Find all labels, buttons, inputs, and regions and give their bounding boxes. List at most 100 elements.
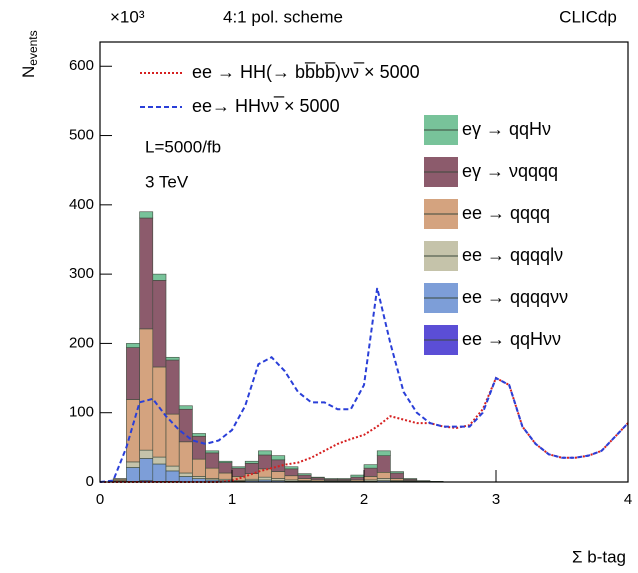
legend-label: eγ → νqqqq (462, 161, 558, 181)
bar (231, 466, 246, 469)
bar (192, 458, 206, 477)
annotation: L=5000/fb (145, 137, 221, 156)
bar (192, 435, 206, 460)
legend-label: ee → qqHνν (462, 329, 561, 349)
bar (376, 471, 391, 479)
bar (390, 478, 404, 481)
bar (258, 468, 272, 478)
bar (297, 474, 312, 479)
bar (205, 450, 220, 454)
x-tick-label: 4 (624, 491, 632, 508)
y-multiplier: ×10³ (110, 7, 145, 26)
bar (376, 455, 391, 473)
annotation: 3 TeV (145, 172, 189, 191)
bar (112, 478, 127, 480)
legend-label: ee → qqqqlν (462, 245, 563, 265)
y-axis-label: Nevents (19, 30, 40, 78)
bar (258, 476, 272, 481)
bar (271, 471, 286, 479)
line (99, 287, 629, 483)
bar (390, 471, 404, 474)
y-axis-label-main: N (19, 66, 38, 78)
chart-title: 4:1 pol. scheme (223, 7, 343, 26)
bar (139, 217, 154, 330)
bar (376, 478, 391, 481)
bar (284, 466, 299, 470)
bar (350, 476, 365, 481)
bar (416, 480, 431, 482)
y-tick-label: 400 (69, 196, 94, 213)
bar (178, 472, 193, 477)
bar (244, 460, 259, 464)
bar (178, 408, 193, 443)
bar (363, 464, 378, 469)
bar (152, 273, 167, 281)
x-tick-label: 1 (228, 491, 236, 508)
brand: CLICdp (559, 7, 617, 26)
bar (126, 467, 140, 482)
bar (178, 405, 193, 410)
x-tick-label: 0 (96, 491, 104, 508)
bar (205, 467, 220, 479)
bar (324, 478, 338, 480)
bar (297, 473, 312, 476)
bar (152, 463, 167, 482)
bar (363, 476, 378, 481)
bar (310, 477, 325, 481)
bar (284, 468, 299, 477)
legend-label: ee→ HHνν̅ × 5000 (192, 96, 340, 116)
bar (271, 455, 286, 461)
bar (310, 476, 325, 479)
bar (165, 470, 180, 482)
bar (231, 467, 246, 477)
x-tick-label: 3 (492, 491, 500, 508)
bar (165, 356, 180, 361)
bar (139, 458, 154, 481)
legend-label: ee → qqqqνν (462, 287, 568, 307)
legend-label: eγ → qqHν (462, 119, 551, 139)
y-tick-label: 500 (69, 127, 94, 144)
y-tick-label: 600 (69, 57, 94, 74)
y-tick-label: 300 (69, 265, 94, 282)
bar (390, 472, 404, 479)
bar (178, 441, 193, 474)
bar (192, 476, 206, 479)
bar (192, 433, 206, 437)
bar (165, 465, 180, 472)
bar (231, 476, 246, 481)
bar (139, 449, 154, 459)
bar (126, 343, 140, 348)
bar (258, 454, 272, 470)
bar (152, 456, 167, 465)
bar (271, 478, 286, 481)
bar (218, 460, 233, 463)
legend-label: ee → qqqq (462, 203, 550, 223)
bar (350, 474, 365, 478)
y-tick-label: 100 (69, 404, 94, 421)
legend-label: ee → HH(→ bb̅bb̅)νν̅ × 5000 (192, 62, 420, 82)
bar (218, 462, 233, 474)
bar (403, 478, 418, 480)
bar (126, 461, 140, 468)
bar (126, 347, 140, 400)
bar (297, 478, 312, 481)
bar (152, 280, 167, 368)
bar (165, 359, 180, 415)
bar (152, 366, 167, 458)
x-axis-label: Σ b-tag (572, 547, 626, 566)
bar (139, 328, 154, 451)
bar (139, 211, 154, 219)
y-tick-label: 200 (69, 334, 94, 351)
x-tick-label: 2 (360, 491, 368, 508)
bar (363, 467, 378, 477)
bar (218, 472, 233, 480)
bar (337, 478, 352, 480)
y-axis-label-sub: events (26, 30, 40, 65)
bar (258, 450, 272, 456)
y-tick-label: 0 (86, 473, 94, 490)
bar (284, 475, 299, 481)
bar (205, 452, 220, 469)
bar (376, 450, 391, 456)
